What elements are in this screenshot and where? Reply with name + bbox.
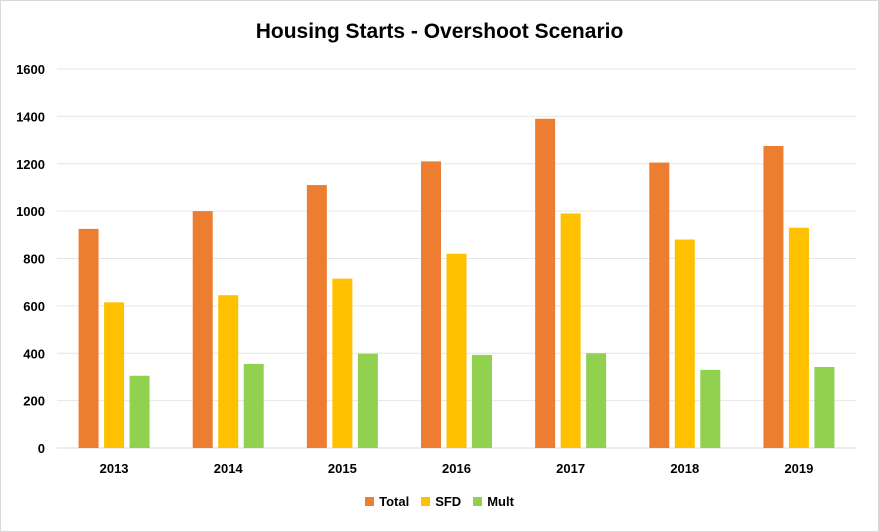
bar-sfd-2016 [446,253,467,448]
bar-mult-2019 [814,366,835,448]
bar-total-2017 [535,118,556,449]
x-tick-label: 2014 [214,461,244,476]
bar-total-2013 [78,228,99,448]
bar-mult-2018 [700,369,721,448]
bar-sfd-2015 [332,278,353,448]
bar-mult-2017 [586,353,607,448]
x-tick-label: 2016 [442,461,471,476]
bar-total-2018 [649,162,670,449]
legend-item-sfd: SFD [421,494,461,509]
y-tick-label: 600 [23,299,45,314]
bar-total-2016 [421,161,441,448]
y-tick-label: 1000 [16,204,45,219]
bar-mult-2013 [129,375,150,448]
y-tick-label: 200 [23,394,45,409]
legend-label: Total [379,494,410,509]
bar-sfd-2014 [218,295,239,448]
x-tick-label: 2015 [328,461,357,476]
legend: Total SFD Mult [0,494,879,509]
legend-item-mult: Mult [473,494,514,509]
bar-total-2014 [192,211,213,448]
y-tick-label: 1600 [16,62,45,77]
y-tick-label: 800 [23,252,45,267]
legend-swatch [365,497,375,506]
bar-sfd-2013 [104,302,125,448]
legend-label: Mult [487,494,514,509]
bar-mult-2014 [243,363,264,448]
x-tick-label: 2018 [670,461,699,476]
bar-sfd-2018 [674,239,695,448]
x-tick-label: 2019 [784,461,813,476]
legend-swatch [421,497,431,506]
x-tick-label: 2017 [556,461,585,476]
bar-mult-2016 [472,354,492,448]
bar-sfd-2019 [788,227,809,448]
bar-total-2015 [306,185,327,448]
bar-total-2019 [763,145,784,448]
legend-item-total: Total [365,494,409,509]
chart-title: Housing Starts - Overshoot Scenario [255,20,624,43]
y-tick-label: 1200 [16,157,45,172]
legend-swatch [473,497,483,506]
legend-label: SFD [435,494,462,509]
bar-sfd-2017 [560,213,581,448]
bar-mult-2015 [357,353,378,448]
y-tick-label: 400 [23,346,45,361]
x-tick-label: 2013 [100,461,129,476]
y-tick-label: 0 [38,441,45,456]
y-tick-label: 1400 [16,109,45,124]
